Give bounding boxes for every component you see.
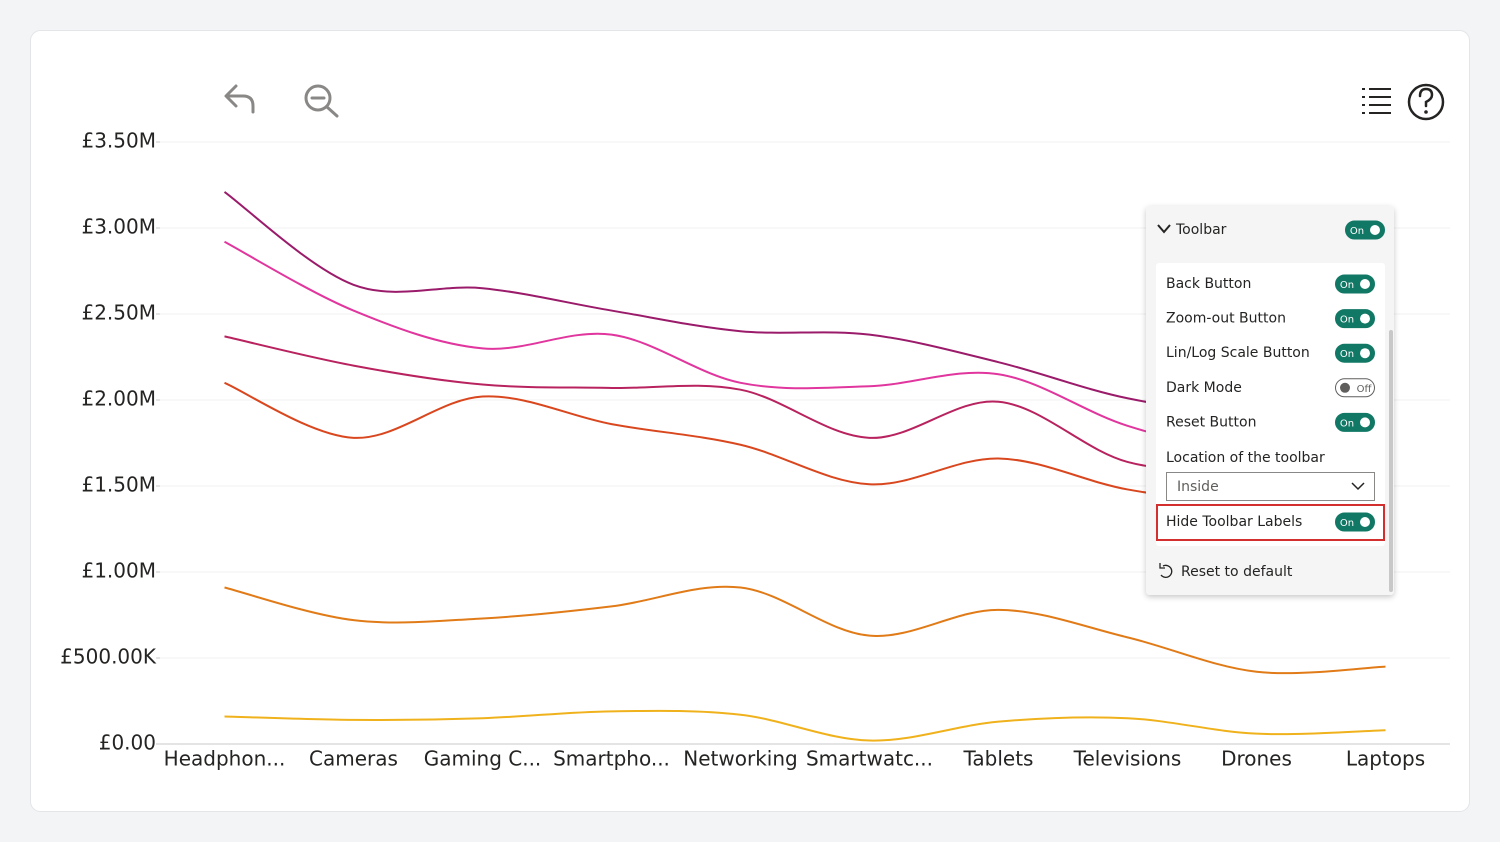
y-tick-label: £1.00M bbox=[81, 559, 156, 583]
toggle[interactable]: On bbox=[1345, 220, 1385, 240]
toggle-label: On bbox=[1340, 418, 1354, 429]
x-tick-label: Drones bbox=[1221, 747, 1292, 771]
reset-icon bbox=[1159, 563, 1173, 578]
toggle-label: On bbox=[1340, 518, 1354, 529]
toggle-knob bbox=[1360, 313, 1370, 324]
highlight-box bbox=[1156, 504, 1385, 541]
y-tick-label: £3.50M bbox=[81, 129, 156, 153]
line-series bbox=[224, 585, 1386, 675]
highlighted-item-label: Hide Toolbar Labels bbox=[1166, 514, 1302, 530]
setting-label: Reset Button bbox=[1166, 414, 1256, 430]
toggle-knob bbox=[1360, 279, 1370, 289]
y-tick-label: £3.00M bbox=[81, 215, 156, 239]
line-series bbox=[224, 709, 1386, 742]
toggle[interactable]: Off bbox=[1335, 378, 1375, 398]
collapse-chevron[interactable] bbox=[1157, 224, 1171, 234]
x-tick-label: Laptops bbox=[1346, 747, 1425, 771]
x-tick-label: Networking bbox=[683, 747, 797, 771]
toggle-label: Off bbox=[1357, 384, 1373, 395]
toggle[interactable]: On bbox=[1335, 274, 1375, 294]
scrollbar bbox=[1389, 330, 1393, 592]
y-tick-label: £500.00K bbox=[60, 645, 157, 669]
x-tick-label: Gaming C... bbox=[424, 747, 542, 771]
y-tick-label: £0.00 bbox=[99, 731, 156, 755]
setting-label: Zoom-out Button bbox=[1166, 311, 1286, 327]
dropdown-chevron bbox=[1351, 482, 1365, 491]
toggle-knob bbox=[1340, 382, 1350, 393]
toggle-label: On bbox=[1340, 315, 1354, 326]
x-tick-label: Cameras bbox=[309, 747, 398, 771]
toggle[interactable]: On bbox=[1335, 309, 1375, 329]
zoom-out-button[interactable] bbox=[304, 84, 339, 118]
location-value: Inside bbox=[1177, 479, 1219, 495]
panel-card bbox=[1156, 263, 1385, 546]
menu-button[interactable] bbox=[1362, 88, 1391, 114]
x-tick-label: Tablets bbox=[963, 747, 1034, 771]
setting-label: Dark Mode bbox=[1166, 380, 1242, 396]
panel-title: Toolbar bbox=[1175, 222, 1227, 238]
toggle-knob bbox=[1360, 417, 1370, 428]
y-tick-label: £2.00M bbox=[81, 387, 156, 411]
toggle-label: On bbox=[1340, 349, 1354, 360]
back-button[interactable] bbox=[224, 84, 255, 114]
setting-label: Back Button bbox=[1166, 276, 1251, 292]
toggle-label: On bbox=[1340, 280, 1354, 291]
toggle[interactable]: On bbox=[1335, 343, 1375, 363]
toggle-knob bbox=[1360, 517, 1370, 527]
y-tick-label: £1.50M bbox=[81, 473, 156, 497]
x-tick-label: Televisions bbox=[1073, 747, 1182, 771]
format-panel: Toolbar Location of the toolbar Inside H… bbox=[1146, 206, 1394, 595]
location-label: Location of the toolbar bbox=[1166, 450, 1325, 466]
toggle-label: On bbox=[1350, 226, 1364, 237]
toggle[interactable]: On bbox=[1335, 412, 1375, 432]
x-tick-label: Headphon... bbox=[164, 747, 286, 771]
x-tick-label: Smartwatc... bbox=[806, 747, 933, 771]
toggle[interactable]: On bbox=[1335, 512, 1375, 532]
toggle-knob bbox=[1360, 348, 1370, 359]
card bbox=[30, 30, 1470, 812]
location-dropdown[interactable] bbox=[1166, 472, 1375, 501]
toggle-knob bbox=[1370, 225, 1380, 235]
y-tick-label: £2.50M bbox=[81, 301, 156, 325]
setting-label: Lin/Log Scale Button bbox=[1166, 345, 1310, 361]
x-tick-label: Smartpho... bbox=[553, 747, 670, 771]
reset-default[interactable]: Reset to default bbox=[1181, 564, 1293, 580]
help-button[interactable] bbox=[1407, 83, 1445, 121]
